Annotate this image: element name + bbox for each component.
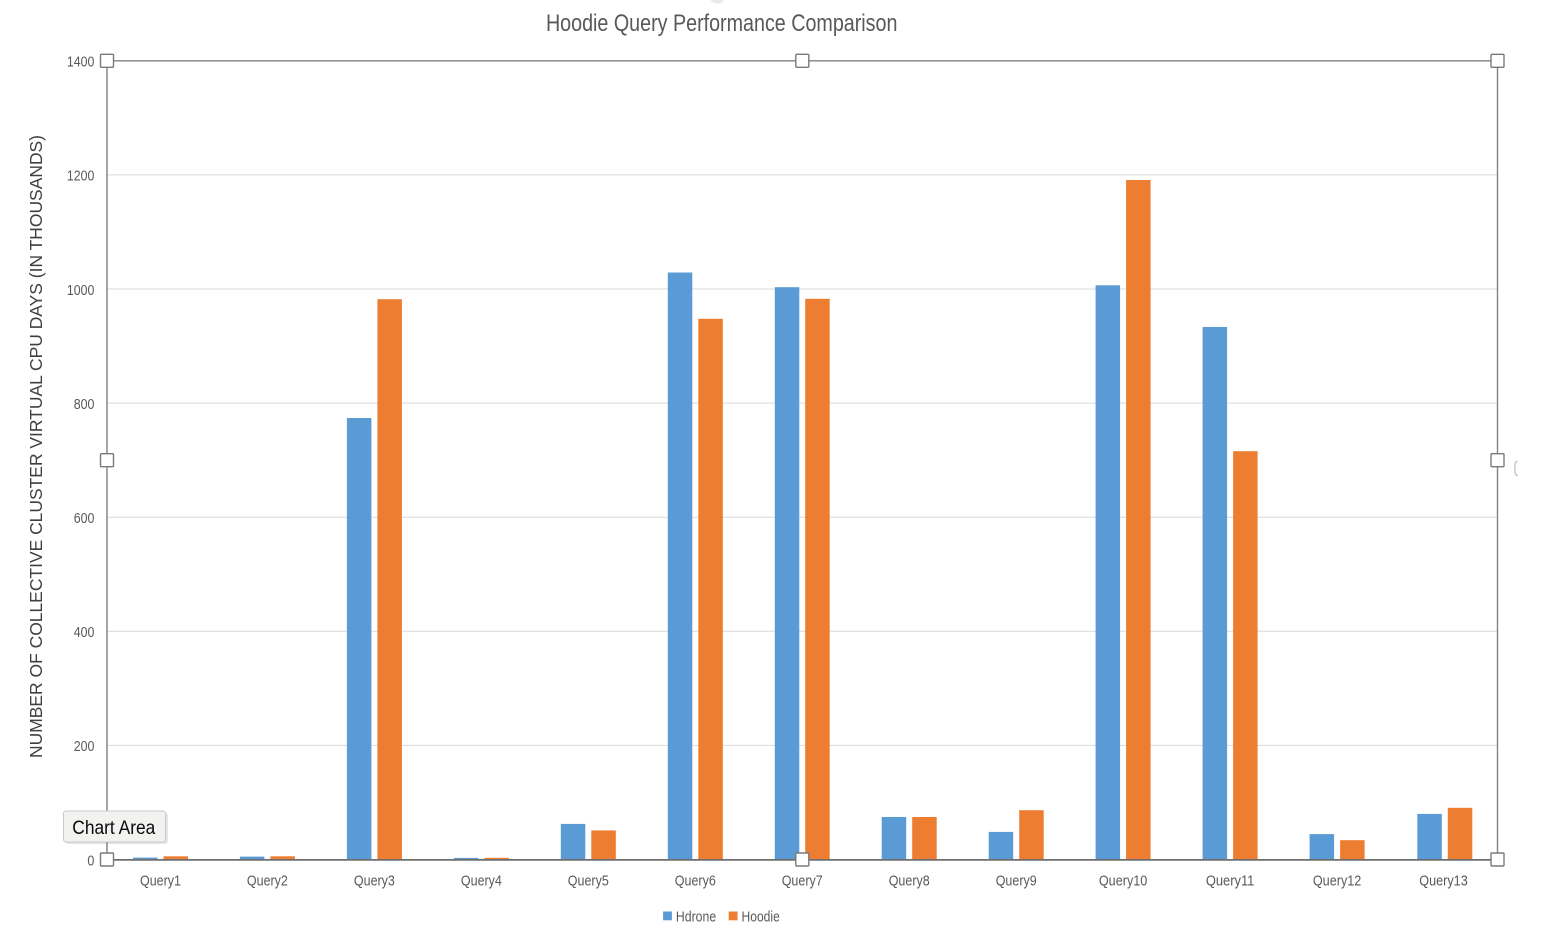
- svg-text:Query12: Query12: [1313, 873, 1362, 889]
- svg-text:600: 600: [74, 511, 95, 527]
- svg-text:Query8: Query8: [889, 873, 930, 889]
- svg-text:Query1: Query1: [140, 873, 181, 889]
- svg-text:Query7: Query7: [782, 873, 823, 889]
- svg-text:Query6: Query6: [675, 873, 716, 889]
- svg-text:Hoodie Query Performance Compa: Hoodie Query Performance Comparison: [546, 11, 898, 37]
- svg-text:Query4: Query4: [461, 873, 502, 889]
- svg-text:200: 200: [74, 739, 95, 755]
- svg-text:Hdrone: Hdrone: [676, 910, 716, 926]
- svg-text:Query11: Query11: [1206, 873, 1255, 889]
- svg-text:NUMBER OF COLLECTIVE CLUSTER V: NUMBER OF COLLECTIVE CLUSTER VIRTUAL CPU…: [26, 135, 46, 758]
- svg-text:400: 400: [74, 625, 95, 641]
- svg-text:Hoodie: Hoodie: [742, 910, 780, 926]
- svg-text:Query2: Query2: [247, 873, 288, 889]
- svg-text:1200: 1200: [67, 169, 95, 185]
- svg-text:Query3: Query3: [354, 873, 395, 889]
- svg-text:1400: 1400: [67, 55, 95, 71]
- svg-text:1000: 1000: [67, 283, 95, 299]
- svg-text:Chart Area: Chart Area: [72, 817, 155, 839]
- svg-text:Query10: Query10: [1099, 873, 1148, 889]
- svg-text:Query13: Query13: [1419, 873, 1468, 889]
- svg-text:Query9: Query9: [996, 873, 1037, 889]
- svg-text:0: 0: [87, 853, 94, 869]
- svg-text:Query5: Query5: [568, 873, 609, 889]
- svg-text:800: 800: [74, 397, 95, 413]
